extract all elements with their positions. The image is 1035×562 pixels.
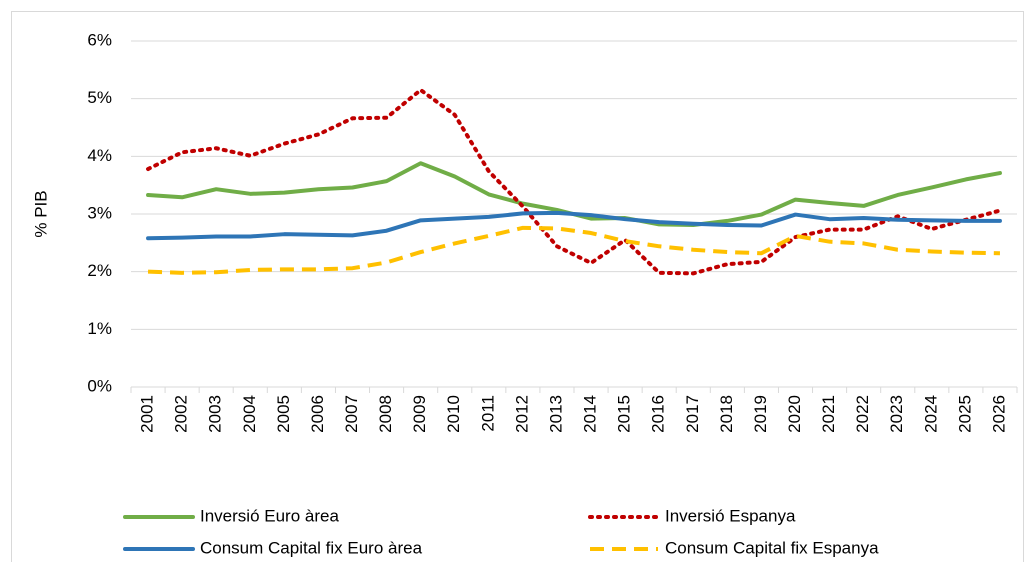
x-tick-label: 2016 xyxy=(649,395,668,433)
x-tick-label: 2022 xyxy=(853,395,872,433)
x-tick-label: 2002 xyxy=(172,395,191,433)
x-tick-label: 2013 xyxy=(546,395,565,433)
x-tick-label: 2001 xyxy=(138,395,157,433)
x-tick-label: 2026 xyxy=(989,395,1008,433)
x-tick-label: 2011 xyxy=(478,395,497,432)
x-tick-label: 2024 xyxy=(921,395,940,433)
x-tick-label: 2007 xyxy=(342,395,361,433)
x-tick-label: 2018 xyxy=(717,395,736,433)
y-tick-label: 3% xyxy=(87,203,112,222)
series-line xyxy=(147,225,1000,275)
y-tick-label: 2% xyxy=(87,261,112,280)
legend-label: Inversió Espanya xyxy=(665,506,796,525)
series-line xyxy=(146,88,1002,276)
x-tick-label: 2023 xyxy=(887,395,906,433)
x-tick-label: 2009 xyxy=(410,395,429,433)
x-tick-label: 2014 xyxy=(581,395,600,433)
x-tick-label: 2006 xyxy=(308,395,327,433)
legend-label: Consum Capital fix Euro àrea xyxy=(200,538,423,557)
x-tick-label: 2003 xyxy=(206,395,225,433)
x-tick-label: 2019 xyxy=(751,395,770,433)
x-tick-label: 2020 xyxy=(785,395,804,433)
legend-label: Inversió Euro àrea xyxy=(200,506,339,525)
x-tick-label: 2012 xyxy=(512,395,531,433)
x-tick-label: 2017 xyxy=(683,395,702,433)
x-tick-label: 2004 xyxy=(240,395,259,433)
x-tick-label: 2008 xyxy=(376,395,395,433)
y-tick-label: 1% xyxy=(87,319,112,338)
x-tick-label: 2010 xyxy=(444,395,463,433)
x-tick-label: 2015 xyxy=(615,395,634,433)
y-axis-label: % PIB xyxy=(31,190,50,237)
series-line xyxy=(146,210,1002,241)
x-tick-label: 2005 xyxy=(274,395,293,433)
chart-frame xyxy=(11,11,1024,562)
legend-label: Consum Capital fix Espanya xyxy=(665,538,879,557)
x-tick-label: 2025 xyxy=(955,395,974,433)
y-tick-label: 4% xyxy=(87,146,112,165)
y-tick-label: 0% xyxy=(87,376,112,395)
y-tick-label: 5% xyxy=(87,88,112,107)
x-tick-label: 2021 xyxy=(819,395,838,433)
y-tick-label: 6% xyxy=(87,30,112,49)
